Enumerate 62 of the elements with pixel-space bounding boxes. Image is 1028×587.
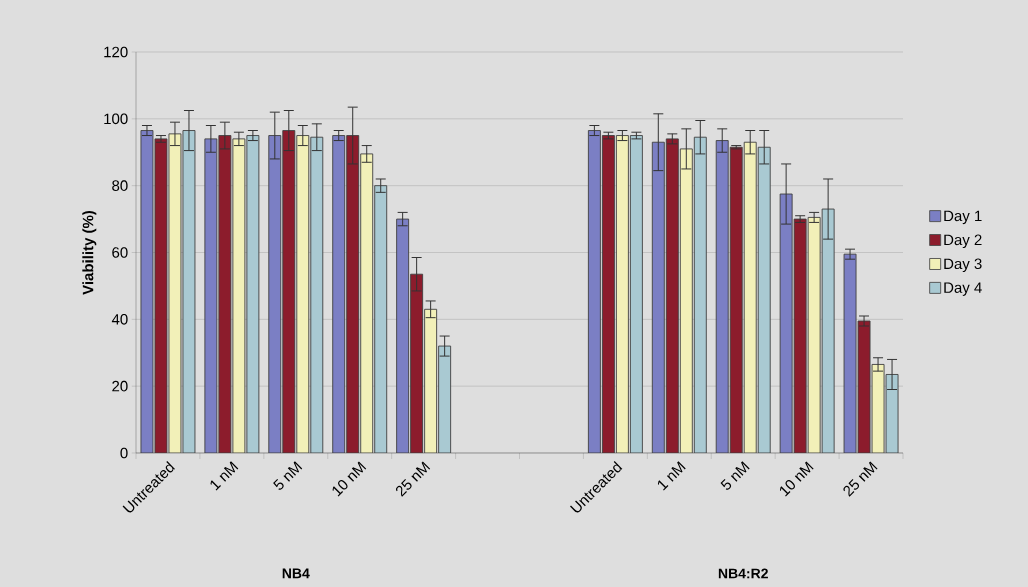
y-tick-label: 40 [111,314,128,325]
y-axis-title: Viability (%) [82,210,97,295]
bar [871,364,885,453]
y-tick-label: 80 [112,180,128,191]
bar [651,141,665,453]
bar [396,218,410,453]
y-tick-label: 120 [104,46,128,58]
bar [154,138,168,453]
bar [665,138,679,453]
bar [629,135,643,453]
x-tick-label: 1 nM [210,461,239,491]
text: NB4:R2 [718,568,768,579]
bar [410,273,424,453]
y-tick-label: 0 [120,447,128,459]
x-tick-label: 10 nM [779,461,814,497]
bar [218,135,232,453]
bar [232,138,246,453]
y-tick-label: 100 [104,113,128,125]
bar [438,345,452,453]
bar [168,133,182,453]
x-tick-label: 10 nM [332,461,367,497]
bar [729,146,743,453]
bar [715,140,729,453]
x-tick-label: 1 nM [657,461,686,491]
bar [693,136,707,453]
legend-label: Day 1 [944,210,982,225]
bar [424,308,438,453]
bar [332,135,346,453]
y-tick-label: 60 [112,247,128,258]
bar [885,374,899,453]
bar [757,146,771,453]
bar [843,253,857,453]
bar [601,135,615,453]
x-tick-label: 5 nM [720,461,750,490]
bar [246,135,260,453]
bar [296,135,310,453]
bar [807,216,821,453]
x-tick-label: 5 nM [273,461,303,490]
text: NB4 [282,568,310,579]
legend-label: Day 2 [944,234,982,249]
bar [793,218,807,453]
y-tick-label: 20 [112,380,128,392]
bar [360,153,374,453]
bar [743,141,757,453]
bar [857,320,871,453]
bar [182,130,196,453]
bar [615,135,629,453]
bar [821,208,835,453]
bar [140,130,154,453]
legend-label: Day 3 [944,258,982,273]
bar [587,130,601,453]
bar [374,185,388,453]
bar [268,135,282,453]
legend-label: Day 4 [944,282,982,296]
bar [779,193,793,453]
x-tick-label: 25 nM [395,461,431,497]
x-tick-label: 25 nM [843,461,878,497]
bar [204,138,218,453]
bar [310,136,324,453]
bar [282,130,296,453]
bar [346,135,360,453]
bar [679,148,693,453]
